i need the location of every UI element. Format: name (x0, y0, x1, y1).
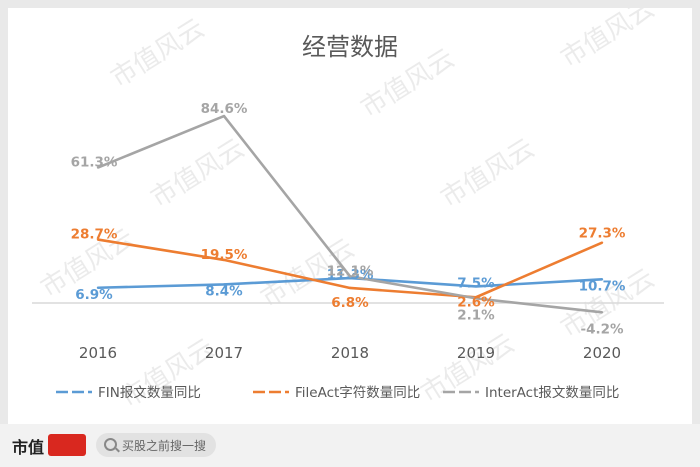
data-point (222, 258, 226, 262)
legend-label: InterAct报文数量同比 (485, 385, 619, 401)
data-point (474, 285, 478, 288)
data-point (96, 238, 100, 241)
data-point (474, 297, 478, 300)
data-point (222, 114, 226, 118)
site-logo[interactable]: 市值 (12, 438, 45, 457)
data-label: 2.1% (457, 307, 495, 323)
watermark: 市值风云 (436, 133, 540, 214)
watermark: 市值风云 (146, 133, 250, 214)
data-label: 2.6% (457, 294, 495, 310)
search-placeholder: 买股之前搜一搜 (122, 439, 207, 453)
x-tick-label: 2020 (583, 344, 621, 362)
data-point (348, 275, 352, 278)
chart-title: 经营数据 (302, 33, 398, 61)
x-tick-label: 2016 (79, 344, 117, 362)
watermark: 市值风云 (106, 13, 210, 94)
data-point (96, 166, 100, 169)
data-point (600, 241, 604, 244)
data-label: 6.8% (331, 295, 369, 311)
data-label: 61.3% (71, 155, 118, 171)
data-label: 6.9% (75, 287, 113, 303)
data-point (222, 283, 226, 286)
data-label: 7.5% (457, 275, 495, 291)
x-tick-label: 2018 (331, 344, 369, 362)
data-label: 27.3% (579, 226, 626, 242)
data-label: 8.4% (205, 283, 243, 299)
x-tick-label: 2019 (457, 344, 495, 362)
data-point (348, 286, 352, 290)
data-label: 12.1% (327, 263, 374, 279)
watermark: 市值风云 (556, 8, 660, 74)
logo-badge-icon (48, 434, 86, 456)
data-label: 10.7% (579, 278, 626, 294)
data-label: 28.7% (71, 227, 118, 243)
footer-bar: 市值 买股之前搜一搜 (0, 424, 700, 467)
data-point (600, 278, 604, 281)
legend-label: FileAct字符数量同比 (295, 385, 420, 401)
data-point (600, 311, 604, 314)
x-tick-label: 2017 (205, 344, 243, 362)
search-icon (104, 438, 117, 451)
search-input[interactable]: 买股之前搜一搜 (96, 433, 216, 457)
data-label: 11.3% (327, 267, 374, 283)
data-label: -4.2% (580, 321, 624, 337)
data-label: 84.6% (201, 101, 248, 117)
chart-card: 市值风云 市值风云 市值风云 市值风云 市值风云 市值风云 市值风云 市值风云 市值风云 市值风云… (8, 8, 692, 424)
data-label: 19.5% (201, 247, 248, 263)
legend-label: FIN报文数量同比 (98, 385, 201, 401)
data-point (96, 286, 100, 289)
